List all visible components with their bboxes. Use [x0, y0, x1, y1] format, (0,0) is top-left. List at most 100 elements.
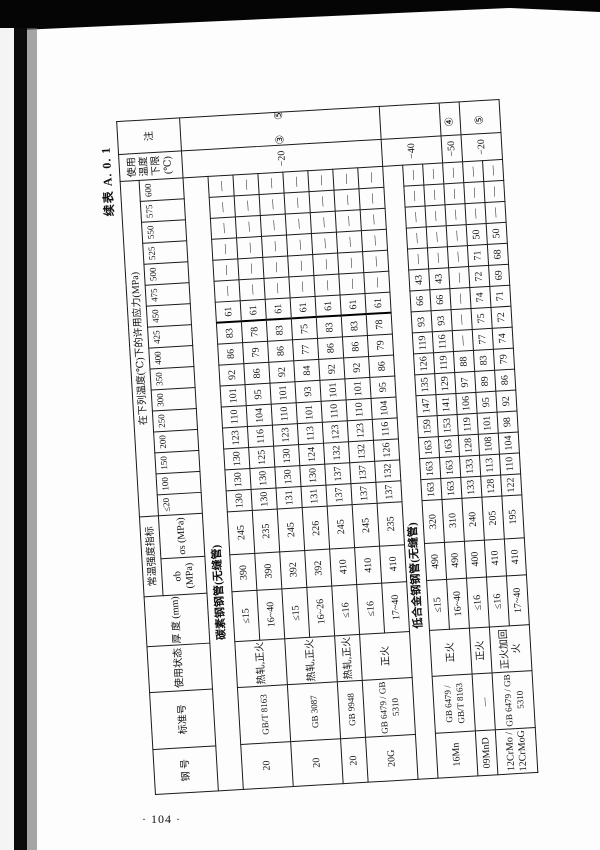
stress-cell: —	[262, 255, 289, 279]
stress-cell: —	[360, 208, 387, 231]
stress-cell: —	[464, 202, 487, 225]
sigma-b-cell: 390	[254, 551, 282, 591]
thickness-cell: ≤15	[231, 590, 260, 642]
stress-cell: —	[209, 195, 236, 219]
stress-cell: 83	[473, 349, 495, 372]
stress-cell: 98	[497, 411, 519, 434]
header-temp: 550	[141, 219, 187, 244]
stress-cell: —	[257, 171, 285, 195]
stress-cell: —	[207, 174, 235, 198]
stress-cell: —	[232, 173, 260, 196]
rotated-table-sheet: 续表 A. 0. 1 钢 号 标准号 使用状态 厚 度 (mm) 常温强度指标 …	[99, 99, 538, 795]
stress-cell: 86	[217, 342, 244, 366]
stress-cell: 86	[368, 355, 395, 378]
grade-cell: 09MnD	[475, 729, 498, 776]
header-temp: 100	[156, 471, 202, 495]
stress-cell: 110	[499, 452, 521, 476]
header-grade: 钢 号	[152, 745, 219, 795]
header-temp: 525	[142, 240, 188, 265]
stress-cell: —	[309, 190, 336, 213]
sigma-b-cell: 390	[229, 553, 257, 592]
stress-cell: —	[451, 308, 473, 331]
stress-cell: 130	[226, 489, 253, 512]
condition-cell: 热轧,正火	[284, 635, 338, 685]
stress-cell: —	[463, 181, 485, 204]
stress-cell: 131	[300, 485, 328, 508]
stress-cell: 50	[466, 223, 488, 246]
stress-cell: 119	[457, 413, 479, 436]
header-temp: 200	[153, 429, 199, 453]
stress-cell: 101	[319, 378, 347, 402]
stress-cell: —	[261, 235, 288, 258]
stress-cell: 163	[420, 478, 442, 501]
stress-cell: 101	[269, 381, 297, 405]
stress-cell: —	[361, 229, 388, 252]
header-temp: 600	[139, 177, 185, 202]
stress-cell: —	[357, 166, 384, 189]
stress-cell: 128	[458, 434, 480, 457]
stress-cell: 110	[271, 402, 298, 426]
stress-cell: 122	[500, 473, 522, 497]
stress-cell: 123	[322, 420, 349, 444]
stress-cell: 133	[459, 455, 481, 478]
stress-cell: 74	[492, 327, 514, 350]
stress-cell: 83	[316, 315, 343, 339]
stress-cell: 130	[249, 467, 277, 490]
stress-cell: 86	[342, 335, 369, 358]
sigma-s-cell: 226	[302, 506, 330, 551]
stress-cell: 61	[215, 300, 242, 324]
condition-cell: 热轧,正火	[334, 634, 363, 682]
header-temp: 575	[140, 198, 186, 223]
stress-cell: —	[237, 257, 264, 280]
stress-cell: 125	[248, 446, 275, 469]
stress-cell: —	[235, 215, 262, 238]
condition-cell: 正火	[429, 628, 473, 677]
sigma-b-cell: 490	[444, 541, 467, 580]
header-temp: 450	[146, 303, 192, 328]
stress-cell: 93	[411, 310, 433, 333]
stress-cell: 75	[471, 307, 493, 330]
stress-cell: —	[406, 226, 428, 250]
stress-cell: —	[285, 212, 312, 236]
sigma-s-cell: 195	[501, 494, 525, 539]
stress-cell: —	[312, 253, 339, 276]
stress-cell: —	[310, 211, 337, 234]
stress-cell: —	[425, 204, 447, 227]
grade-cell: 20G	[365, 734, 419, 783]
stress-cell: 128	[480, 475, 502, 498]
stress-cell: 116	[247, 425, 274, 448]
grade-cell: 20	[240, 741, 294, 790]
stress-cell: 95	[475, 391, 498, 414]
stress-cell: 163	[439, 456, 461, 479]
sigma-b-cell: 410	[329, 547, 357, 586]
stress-cell: 84	[293, 359, 320, 382]
stress-cell: 116	[432, 330, 454, 353]
thickness-cell: ≤15	[281, 587, 310, 639]
sigma-s-cell: 205	[481, 496, 505, 541]
stress-cell: 130	[273, 444, 300, 468]
stress-cell: 133	[460, 476, 482, 499]
stress-cell: —	[448, 266, 470, 289]
stress-cell: —	[338, 272, 365, 296]
stress-cell: —	[423, 183, 446, 206]
condition-cell: 热轧,正火	[234, 638, 288, 688]
stress-cell: 66	[409, 289, 432, 312]
sigma-s-cell: 235	[377, 501, 405, 547]
stress-cell: —	[445, 203, 467, 226]
stress-cell: 92	[495, 390, 517, 413]
standard-cell: GB 3087	[287, 681, 341, 742]
min-temp-cell: −40	[381, 135, 443, 167]
stress-cell: 137	[350, 482, 378, 505]
stress-cell: 124	[298, 443, 325, 466]
stress-cell: —	[234, 194, 261, 217]
stress-cell: 78	[366, 313, 393, 336]
stress-cell: 110	[221, 405, 248, 429]
stress-cell: —	[236, 236, 263, 259]
stress-cell: —	[286, 233, 313, 256]
stress-cell: 79	[493, 348, 515, 371]
header-temp: 150	[154, 450, 200, 474]
stress-cell: —	[211, 237, 238, 261]
stress-cell: 86	[267, 339, 294, 363]
stress-cell: —	[363, 271, 390, 294]
stress-cell: 132	[348, 440, 375, 463]
